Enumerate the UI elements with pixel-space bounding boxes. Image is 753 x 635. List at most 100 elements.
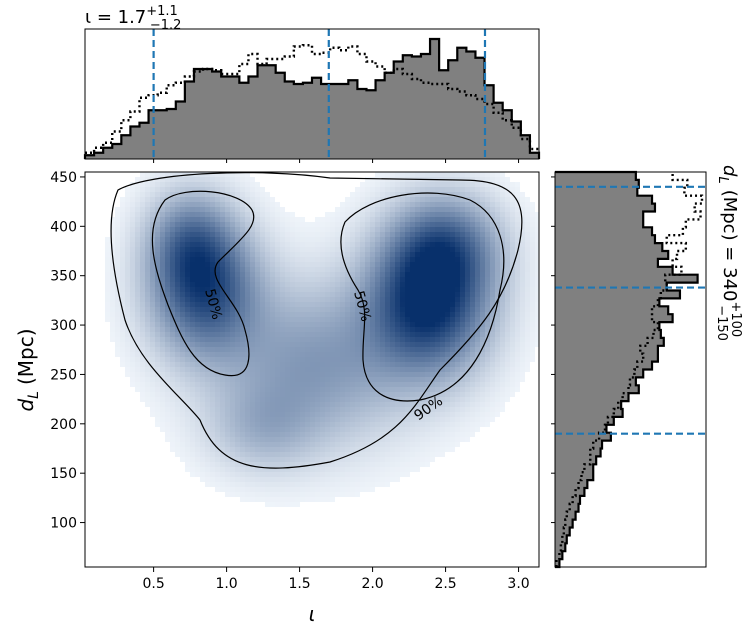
heatmap-cell — [185, 402, 190, 407]
heatmap-cell — [505, 387, 510, 392]
heatmap-cell — [415, 402, 420, 407]
heatmap-cell — [380, 392, 385, 397]
heatmap-cell — [315, 377, 320, 382]
heatmap-cell — [435, 447, 440, 452]
heatmap-cell — [440, 302, 445, 307]
heatmap-cell — [330, 237, 335, 242]
heatmap-cell — [295, 397, 300, 402]
heatmap-cell — [305, 432, 310, 437]
heatmap-cell — [290, 372, 295, 377]
heatmap-cell — [155, 252, 160, 257]
heatmap-cell — [250, 192, 255, 197]
heatmap-cell — [210, 292, 215, 297]
heatmap-cell — [480, 422, 485, 427]
heatmap-cell — [365, 367, 370, 372]
heatmap-cell — [175, 357, 180, 362]
heatmap-cell — [465, 217, 470, 222]
heatmap-cell — [415, 452, 420, 457]
heatmap-cell — [215, 177, 220, 182]
heatmap-cell — [515, 207, 520, 212]
heatmap-cell — [260, 477, 265, 482]
heatmap-cell — [490, 192, 495, 197]
heatmap-cell — [270, 217, 275, 222]
heatmap-cell — [400, 222, 405, 227]
heatmap-cell — [515, 227, 520, 232]
heatmap-cell — [535, 242, 539, 247]
heatmap-cell — [445, 347, 450, 352]
heatmap-cell — [385, 327, 390, 332]
heatmap-cell — [375, 207, 380, 212]
heatmap-cell — [205, 457, 210, 462]
heatmap-cell — [215, 217, 220, 222]
heatmap-cell — [505, 382, 510, 387]
heatmap-cell — [310, 342, 315, 347]
heatmap-cell — [460, 387, 465, 392]
heatmap-cell — [295, 442, 300, 447]
heatmap-cell — [175, 342, 180, 347]
heatmap-cell — [320, 332, 325, 337]
heatmap-cell — [140, 272, 145, 277]
heatmap-cell — [195, 387, 200, 392]
heatmap-cell — [195, 207, 200, 212]
heatmap-cell — [335, 277, 340, 282]
heatmap-cell — [240, 292, 245, 297]
heatmap-cell — [350, 322, 355, 327]
heatmap-cell — [270, 317, 275, 322]
heatmap-cell — [225, 437, 230, 442]
heatmap-cell — [335, 402, 340, 407]
heatmap-cell — [275, 402, 280, 407]
heatmap-cell — [290, 422, 295, 427]
heatmap-cell — [265, 377, 270, 382]
right-hist-bar — [555, 345, 658, 355]
heatmap-cell — [535, 262, 539, 267]
heatmap-cell — [320, 477, 325, 482]
heatmap-cell — [220, 357, 225, 362]
heatmap-cell — [385, 367, 390, 372]
heatmap-cell — [170, 177, 175, 182]
heatmap-cell — [155, 197, 160, 202]
heatmap-cell — [530, 217, 535, 222]
heatmap-cell — [335, 307, 340, 312]
heatmap-cell — [190, 297, 195, 302]
heatmap-cell — [365, 442, 370, 447]
heatmap-cell — [495, 217, 500, 222]
heatmap-cell — [385, 432, 390, 437]
heatmap-cell — [300, 237, 305, 242]
heatmap-cell — [140, 192, 145, 197]
heatmap-cell — [255, 257, 260, 262]
heatmap-cell — [490, 387, 495, 392]
heatmap-cell — [300, 262, 305, 267]
heatmap-cell — [275, 382, 280, 387]
heatmap-cell — [320, 222, 325, 227]
heatmap-cell — [125, 342, 130, 347]
heatmap-cell — [370, 262, 375, 267]
heatmap-cell — [390, 172, 395, 177]
heatmap-cell — [505, 327, 510, 332]
heatmap-cell — [390, 267, 395, 272]
heatmap-cell — [240, 437, 245, 442]
heatmap-cell — [380, 277, 385, 282]
heatmap-cell — [445, 252, 450, 257]
heatmap-cell — [285, 362, 290, 367]
right-panel-frame — [554, 171, 707, 568]
heatmap-cell — [470, 327, 475, 332]
heatmap-cell — [160, 207, 165, 212]
heatmap-cell — [170, 352, 175, 357]
heatmap-cell — [250, 332, 255, 337]
heatmap-cell — [485, 252, 490, 257]
heatmap-cell — [390, 287, 395, 292]
heatmap-cell — [180, 172, 185, 177]
heatmap-cell — [175, 237, 180, 242]
heatmap-cell — [385, 187, 390, 192]
heatmap-cell — [135, 212, 140, 217]
heatmap-cell — [515, 242, 520, 247]
heatmap-cell — [535, 217, 539, 222]
heatmap-cell — [485, 412, 490, 417]
heatmap-cell — [395, 292, 400, 297]
heatmap-cell — [350, 407, 355, 412]
right-hist-bar — [555, 274, 698, 284]
heatmap-cell — [250, 402, 255, 407]
heatmap-cell — [410, 362, 415, 367]
heatmap-cell — [170, 277, 175, 282]
heatmap-cell — [255, 232, 260, 237]
